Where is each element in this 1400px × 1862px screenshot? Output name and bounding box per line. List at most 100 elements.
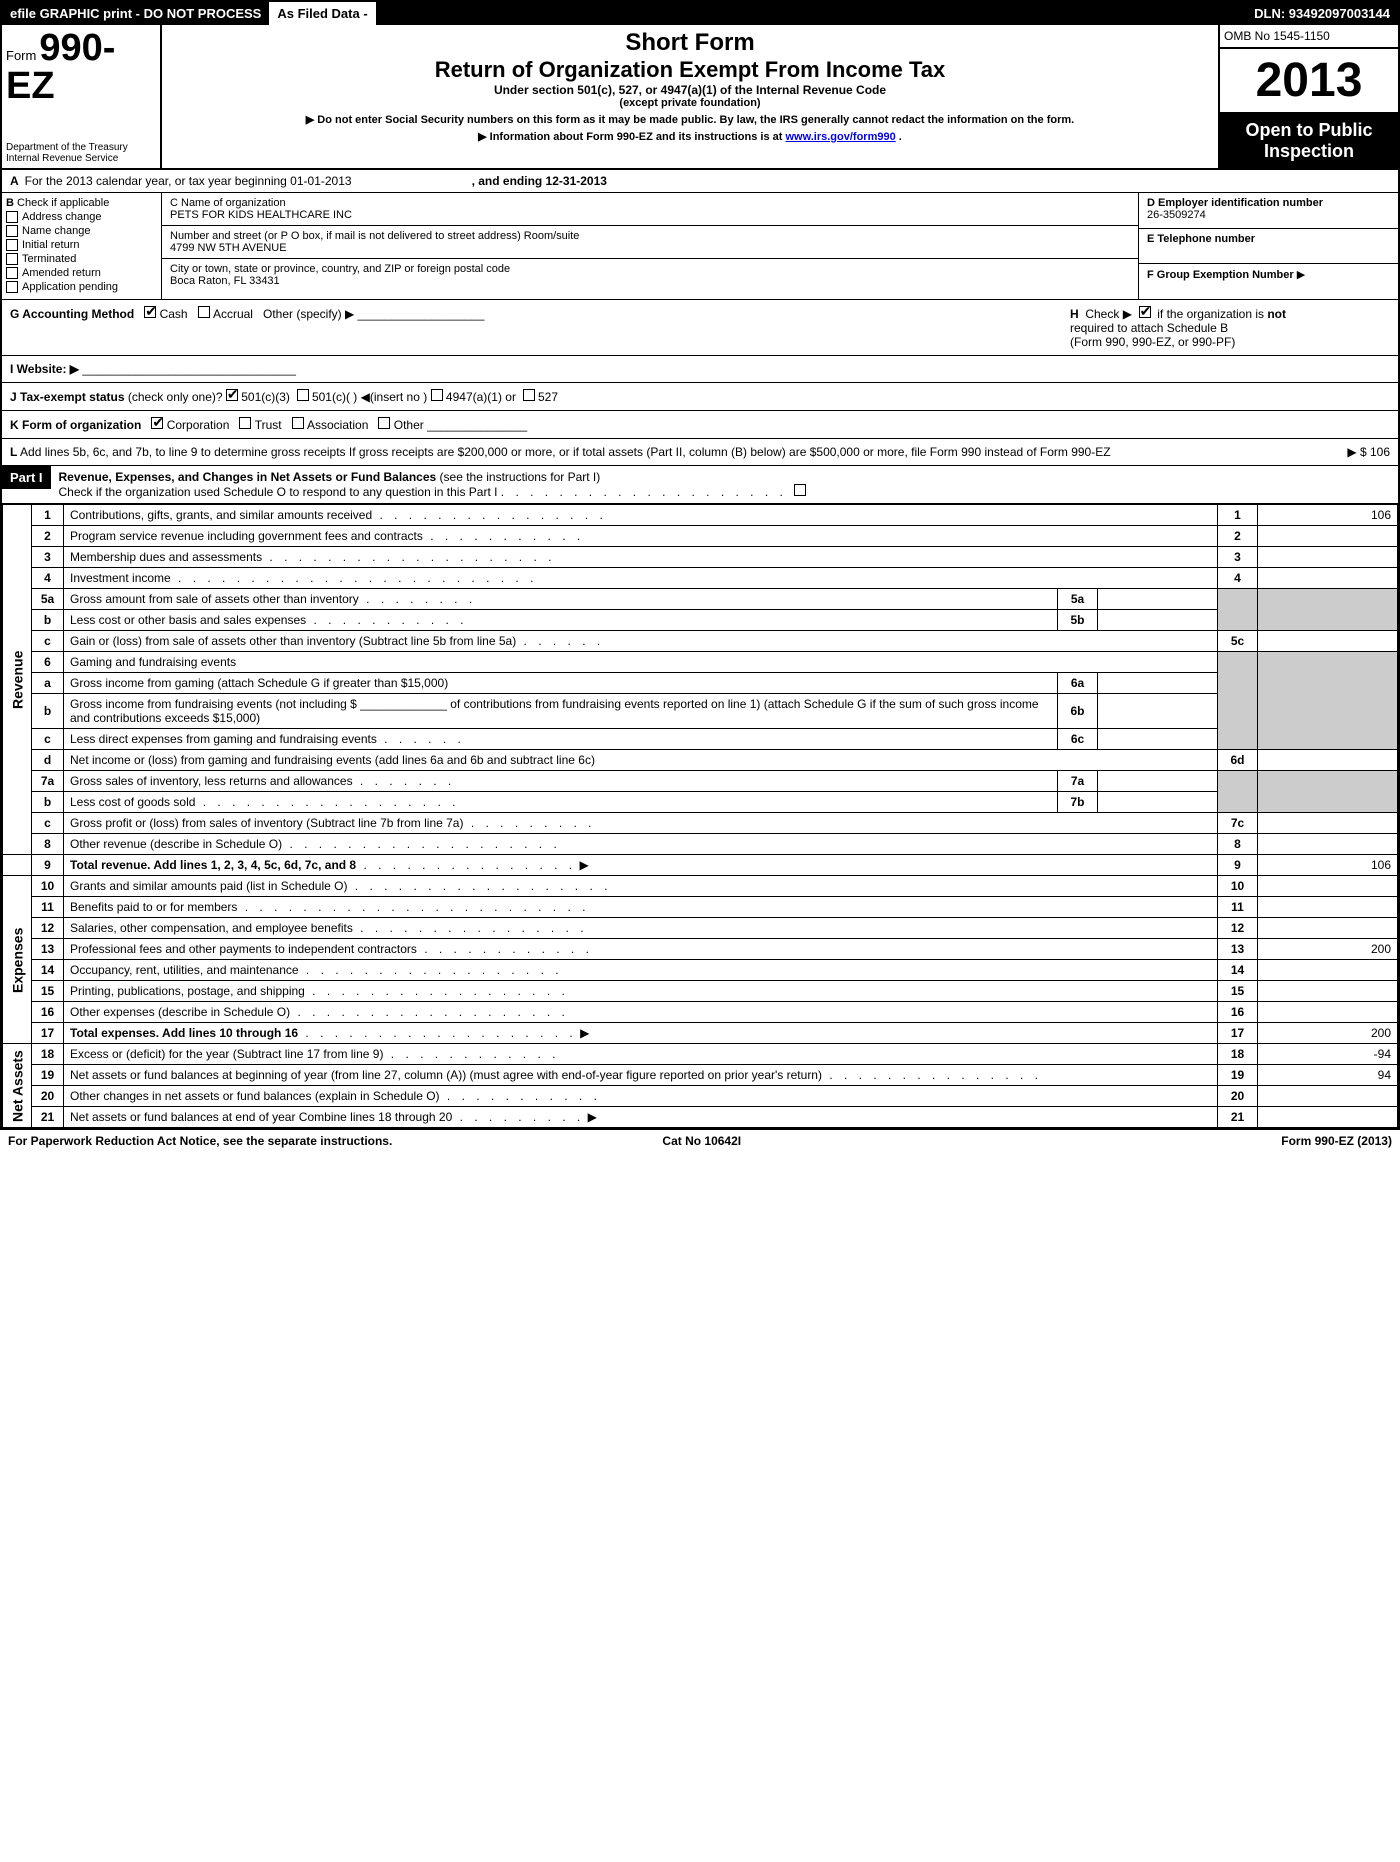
- line-13-desc: Professional fees and other payments to …: [70, 942, 417, 956]
- g-other: Other (specify) ▶: [263, 307, 354, 321]
- part1-note: (see the instructions for Part I): [440, 470, 601, 484]
- col-b-label: B: [6, 197, 14, 209]
- line-21-val: [1258, 1107, 1398, 1128]
- j-opt3: 4947(a)(1) or: [446, 390, 516, 404]
- line-9-val: 106: [1258, 855, 1398, 876]
- checkbox-address-change[interactable]: [6, 211, 18, 223]
- line-14-rnum: 14: [1218, 960, 1258, 981]
- line-3-desc: Membership dues and assessments: [70, 550, 262, 564]
- line-6a-num: a: [32, 673, 64, 694]
- line-7b-desc: Less cost of goods sold: [70, 795, 195, 809]
- line-8-rnum: 8: [1218, 834, 1258, 855]
- checkbox-trust[interactable]: [239, 417, 251, 429]
- line-12-num: 12: [32, 918, 64, 939]
- sub-title-1: Under section 501(c), 527, or 4947(a)(1)…: [170, 83, 1210, 97]
- line-17-desc: Total expenses. Add lines 10 through 16: [70, 1026, 298, 1040]
- shaded-6: [1218, 652, 1258, 750]
- line-16-num: 16: [32, 1002, 64, 1023]
- row-a-label: A: [10, 174, 19, 188]
- dept-irs: Internal Revenue Service: [6, 153, 156, 164]
- j-opt2: 501(c)( ): [312, 390, 357, 404]
- line-7a-desc: Gross sales of inventory, less returns a…: [70, 774, 353, 788]
- row-gh: G Accounting Method Cash Accrual Other (…: [2, 300, 1398, 356]
- line-7c-num: c: [32, 813, 64, 834]
- line-10-rnum: 10: [1218, 876, 1258, 897]
- line-1-desc: Contributions, gifts, grants, and simila…: [70, 508, 372, 522]
- dln-label: DLN: 93492097003144: [1246, 2, 1398, 25]
- checkbox-part1[interactable]: [794, 484, 806, 496]
- j-opt4: 527: [538, 390, 558, 404]
- line-18-rnum: 18: [1218, 1044, 1258, 1065]
- line-6b-desc: Gross income from fundraising events (no…: [70, 697, 1039, 725]
- line-7c-val: [1258, 813, 1398, 834]
- efile-label: efile GRAPHIC print - DO NOT PROCESS: [2, 2, 269, 25]
- line-5b-box: 5b: [1058, 610, 1098, 631]
- footer: For Paperwork Reduction Act Notice, see …: [0, 1130, 1400, 1152]
- row-a: A For the 2013 calendar year, or tax yea…: [2, 170, 1398, 193]
- f-group-arrow: ▶: [1297, 269, 1305, 281]
- checkbox-527[interactable]: [523, 389, 535, 401]
- line-20-val: [1258, 1086, 1398, 1107]
- line-11-desc: Benefits paid to or for members: [70, 900, 237, 914]
- line-9-num: 9: [32, 855, 64, 876]
- open-inspection: Open to Public Inspection: [1220, 114, 1398, 168]
- header-center: Short Form Return of Organization Exempt…: [162, 25, 1218, 168]
- checkbox-assoc[interactable]: [292, 417, 304, 429]
- c-city-value: Boca Raton, FL 33431: [170, 275, 1130, 287]
- line-11-rnum: 11: [1218, 897, 1258, 918]
- line-8-num: 8: [32, 834, 64, 855]
- col-d: D Employer identification number 26-3509…: [1138, 193, 1398, 299]
- line-10-num: 10: [32, 876, 64, 897]
- k-corp: Corporation: [167, 418, 230, 432]
- line-10-desc: Grants and similar amounts paid (list in…: [70, 879, 347, 893]
- line-5c-rnum: 5c: [1218, 631, 1258, 652]
- checkbox-501c3[interactable]: [226, 389, 238, 401]
- checkbox-cash[interactable]: [144, 306, 156, 318]
- item-initial-return: Initial return: [22, 239, 79, 251]
- checkbox-other[interactable]: [378, 417, 390, 429]
- row-i: I Website: ▶ ___________________________…: [2, 356, 1398, 383]
- sidebar-revenue: Revenue: [3, 505, 32, 855]
- line-15-desc: Printing, publications, postage, and shi…: [70, 984, 305, 998]
- line-7c-desc: Gross profit or (loss) from sales of inv…: [70, 816, 463, 830]
- line-1-val: 106: [1258, 505, 1398, 526]
- footer-right: Form 990-EZ (2013): [1281, 1134, 1392, 1148]
- item-address-change: Address change: [22, 211, 102, 223]
- j-opt2-note: ◀(insert no ): [361, 390, 428, 404]
- checkbox-name-change[interactable]: [6, 225, 18, 237]
- line-4-num: 4: [32, 568, 64, 589]
- line-2-val: [1258, 526, 1398, 547]
- checkbox-amended-return[interactable]: [6, 267, 18, 279]
- line-17-val: 200: [1258, 1023, 1398, 1044]
- line-6d-rnum: 6d: [1218, 750, 1258, 771]
- line-12-val: [1258, 918, 1398, 939]
- line-20-desc: Other changes in net assets or fund bala…: [70, 1089, 440, 1103]
- checkbox-accrual[interactable]: [198, 306, 210, 318]
- checkbox-4947[interactable]: [431, 389, 443, 401]
- line-19-val: 94: [1258, 1065, 1398, 1086]
- instr2-link[interactable]: www.irs.gov/form990: [785, 131, 895, 143]
- line-6b-box: 6b: [1058, 694, 1098, 729]
- checkbox-corp[interactable]: [151, 417, 163, 429]
- row-a-ending: , and ending 12-31-2013: [472, 174, 607, 188]
- as-filed-label: As Filed Data -: [269, 2, 375, 25]
- item-application-pending: Application pending: [22, 281, 118, 293]
- j-opt1: 501(c)(3): [241, 390, 290, 404]
- checkbox-initial-return[interactable]: [6, 239, 18, 251]
- line-6a-desc: Gross income from gaming (attach Schedul…: [70, 676, 448, 690]
- line-1-rnum: 1: [1218, 505, 1258, 526]
- header-left: Form 990-EZ Department of the Treasury I…: [2, 25, 162, 168]
- checkbox-terminated[interactable]: [6, 253, 18, 265]
- line-5a-mval: [1098, 589, 1218, 610]
- line-4-val: [1258, 568, 1398, 589]
- checkbox-application-pending[interactable]: [6, 281, 18, 293]
- open-line2: Inspection: [1226, 141, 1392, 162]
- checkbox-h[interactable]: [1139, 306, 1151, 318]
- line-3-rnum: 3: [1218, 547, 1258, 568]
- line-2-desc: Program service revenue including govern…: [70, 529, 423, 543]
- k-label: K Form of organization: [10, 418, 141, 432]
- checkbox-501c[interactable]: [297, 389, 309, 401]
- short-form-title: Short Form: [170, 29, 1210, 57]
- omb-number: OMB No 1545-1150: [1220, 25, 1398, 49]
- c-name-label: C Name of organization: [170, 197, 1130, 209]
